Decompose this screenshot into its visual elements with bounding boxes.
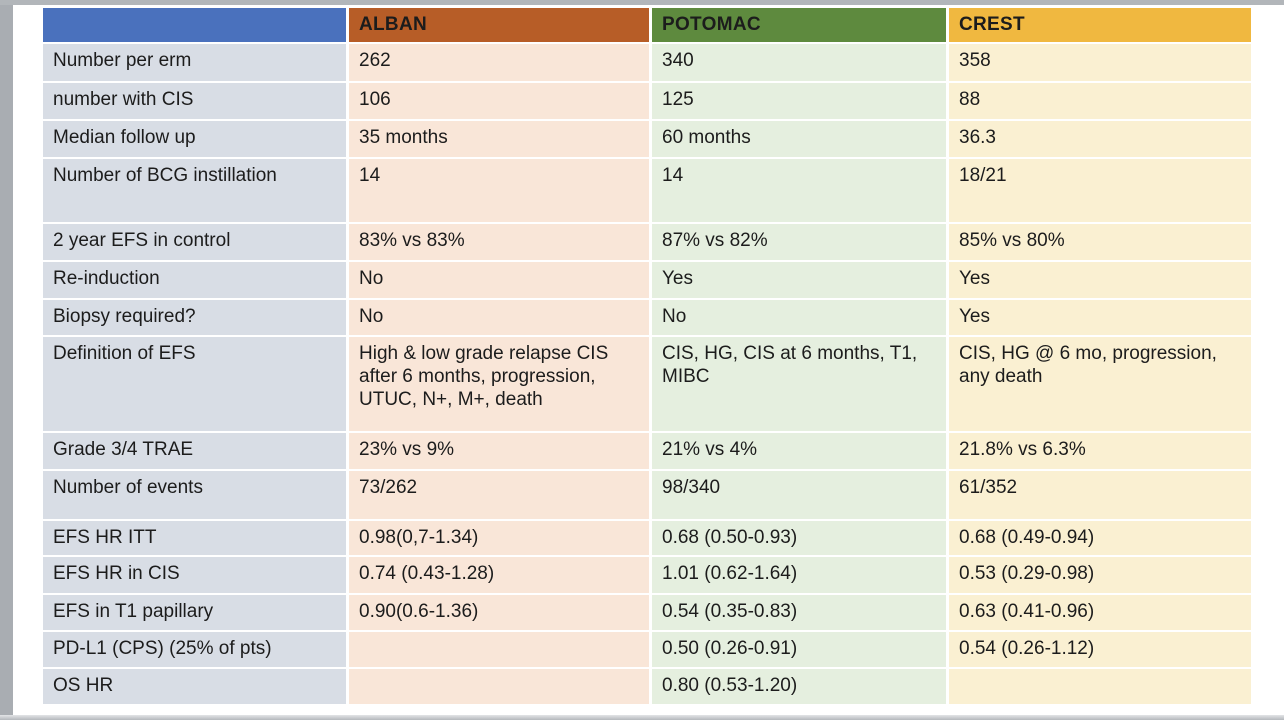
cell-potomac: 87% vs 82% [652,224,946,260]
cell-alban: 35 months [349,121,649,157]
cell-potomac: 0.80 (0.53-1.20) [652,669,946,704]
cell-alban: 0.98(0,7-1.34) [349,521,649,555]
table-row: PD-L1 (CPS) (25% of pts) 0.50 (0.26-0.91… [43,632,1251,667]
table-row: Biopsy required? No No Yes [43,300,1251,335]
cell-potomac: 0.54 (0.35-0.83) [652,595,946,630]
cell-potomac: 125 [652,83,946,119]
table-row: Number of BCG instillation 14 14 18/21 [43,159,1251,222]
row-label: EFS HR in CIS [43,557,346,593]
cell-alban: 14 [349,159,649,222]
cell-crest: 0.63 (0.41-0.96) [949,595,1251,630]
row-label: PD-L1 (CPS) (25% of pts) [43,632,346,667]
row-label: Median follow up [43,121,346,157]
cell-potomac: Yes [652,262,946,298]
slide-edge-bottom [0,715,1284,720]
header-crest: CREST [949,8,1251,42]
row-label: Biopsy required? [43,300,346,335]
table-row: Re-induction No Yes Yes [43,262,1251,298]
table-row: Median follow up 35 months 60 months 36.… [43,121,1251,157]
table-row: number with CIS 106 125 88 [43,83,1251,119]
cell-crest: 36.3 [949,121,1251,157]
cell-alban [349,669,649,704]
cell-crest: 0.68 (0.49-0.94) [949,521,1251,555]
cell-alban: 23% vs 9% [349,433,649,469]
row-label: OS HR [43,669,346,704]
cell-crest: CIS, HG @ 6 mo, progression, any death [949,337,1251,431]
cell-crest: 21.8% vs 6.3% [949,433,1251,469]
table-row: Definition of EFS High & low grade relap… [43,337,1251,431]
cell-crest: 85% vs 80% [949,224,1251,260]
table-row: Grade 3/4 TRAE 23% vs 9% 21% vs 4% 21.8%… [43,433,1251,469]
cell-crest [949,669,1251,704]
cell-potomac: 340 [652,44,946,81]
cell-alban: 106 [349,83,649,119]
cell-alban: 262 [349,44,649,81]
cell-alban: 83% vs 83% [349,224,649,260]
cell-alban: High & low grade relapse CIS after 6 mon… [349,337,649,431]
cell-crest: 0.54 (0.26-1.12) [949,632,1251,667]
cell-alban: No [349,300,649,335]
slide-edge-top [0,0,1284,5]
cell-crest: 358 [949,44,1251,81]
row-label: Number per erm [43,44,346,81]
table-row: Number per erm 262 340 358 [43,44,1251,81]
trial-comparison-table: ALBAN POTOMAC CREST Number per erm 262 3… [40,6,1254,706]
row-label: Re-induction [43,262,346,298]
cell-potomac: No [652,300,946,335]
cell-potomac: 1.01 (0.62-1.64) [652,557,946,593]
row-label: EFS HR ITT [43,521,346,555]
table-row: 2 year EFS in control 83% vs 83% 87% vs … [43,224,1251,260]
table-row: EFS HR in CIS 0.74 (0.43-1.28) 1.01 (0.6… [43,557,1251,593]
cell-alban: 73/262 [349,471,649,519]
table-row: Number of events 73/262 98/340 61/352 [43,471,1251,519]
cell-crest: Yes [949,262,1251,298]
cell-alban [349,632,649,667]
header-row: ALBAN POTOMAC CREST [43,8,1251,42]
cell-potomac: 14 [652,159,946,222]
slide-edge-left [0,5,13,715]
cell-alban: 0.90(0.6-1.36) [349,595,649,630]
header-blank-cell [43,8,346,42]
cell-potomac: 0.50 (0.26-0.91) [652,632,946,667]
table-row: EFS in T1 papillary 0.90(0.6-1.36) 0.54 … [43,595,1251,630]
cell-crest: 0.53 (0.29-0.98) [949,557,1251,593]
cell-crest: 61/352 [949,471,1251,519]
row-label: Number of events [43,471,346,519]
cell-potomac: 21% vs 4% [652,433,946,469]
cell-potomac: CIS, HG, CIS at 6 months, T1, MIBC [652,337,946,431]
cell-alban: 0.74 (0.43-1.28) [349,557,649,593]
table-row: OS HR 0.80 (0.53-1.20) [43,669,1251,704]
row-label: 2 year EFS in control [43,224,346,260]
row-label: number with CIS [43,83,346,119]
header-potomac: POTOMAC [652,8,946,42]
row-label: Grade 3/4 TRAE [43,433,346,469]
cell-potomac: 60 months [652,121,946,157]
cell-potomac: 0.68 (0.50-0.93) [652,521,946,555]
cell-potomac: 98/340 [652,471,946,519]
table-row: EFS HR ITT 0.98(0,7-1.34) 0.68 (0.50-0.9… [43,521,1251,555]
header-alban: ALBAN [349,8,649,42]
cell-alban: No [349,262,649,298]
row-label: Definition of EFS [43,337,346,431]
row-label: Number of BCG instillation [43,159,346,222]
cell-crest: 88 [949,83,1251,119]
row-label: EFS in T1 papillary [43,595,346,630]
cell-crest: 18/21 [949,159,1251,222]
cell-crest: Yes [949,300,1251,335]
